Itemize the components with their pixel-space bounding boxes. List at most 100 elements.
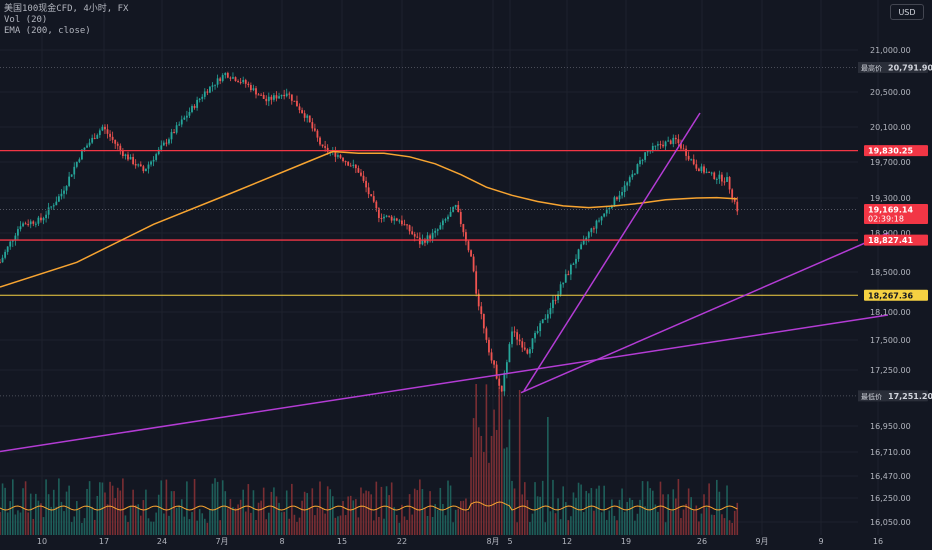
volume-bar — [40, 503, 42, 535]
candle-body — [221, 75, 224, 81]
candle-body — [211, 85, 214, 87]
candle-body — [93, 137, 96, 139]
candle-body — [252, 88, 255, 91]
volume-bar — [68, 485, 70, 535]
candle-body — [493, 360, 495, 365]
candle-body — [659, 144, 662, 146]
volume-bar — [524, 482, 526, 535]
volume-bar — [639, 499, 641, 535]
volume-bar — [721, 514, 723, 535]
volume-indicator-label[interactable]: Vol (20) — [4, 15, 48, 25]
price-axis[interactable]: 21,000.00 20,500.00 20,100.00 19,700.00 19,3… — [870, 46, 911, 527]
volume-bar — [224, 491, 227, 535]
candle-body — [692, 159, 695, 165]
volume-bar — [705, 507, 708, 535]
candle-body — [173, 132, 175, 134]
volume-bar — [388, 495, 390, 535]
volume-bar — [291, 483, 293, 535]
volume-bar — [209, 509, 211, 535]
candle-body — [226, 72, 229, 78]
volume-bar — [365, 490, 367, 535]
price-label-box — [864, 203, 928, 224]
ema-indicator-label[interactable]: EMA (200, close) — [4, 26, 91, 36]
volume-bar — [349, 495, 352, 535]
price-label-value: 17,251.20 — [888, 392, 932, 401]
candle-body — [201, 96, 204, 99]
volume-bar — [60, 501, 63, 535]
volume-bar — [372, 520, 375, 535]
volume-bar — [19, 512, 22, 535]
volume-bar — [204, 518, 206, 535]
volume-bar — [539, 496, 541, 535]
volume-bar — [242, 489, 244, 535]
candle-body — [503, 372, 506, 392]
candle-body — [139, 164, 142, 167]
candle-body — [429, 235, 431, 239]
volume-bar — [22, 488, 24, 535]
candle-body — [142, 166, 145, 172]
candle-body — [124, 154, 127, 156]
candle-body — [209, 86, 211, 93]
candle-body — [508, 344, 511, 363]
candle-body — [416, 236, 419, 238]
candle-body — [255, 88, 257, 95]
candle-body — [541, 319, 544, 324]
candle-body — [500, 385, 503, 392]
volume-bar — [255, 519, 257, 535]
volume-bar — [237, 504, 239, 535]
volume-bar — [723, 518, 726, 535]
volume-bar — [439, 487, 442, 535]
volume-bar — [513, 488, 516, 535]
currency-button[interactable]: USD — [890, 4, 924, 20]
time-tick-label: 9 — [818, 537, 823, 546]
time-axis[interactable]: 10 17 24 7月 8 15 22 8月 5 12 19 26 9月 9 16 — [37, 537, 883, 546]
candle-body — [137, 164, 140, 166]
volume-bar — [178, 505, 180, 535]
volume-bar — [659, 481, 662, 535]
volume-bar — [83, 518, 86, 535]
price-tick-label: 20,100.00 — [870, 123, 911, 132]
candle-body — [170, 132, 173, 140]
candle-body — [193, 106, 196, 108]
volume-bar — [355, 499, 357, 535]
candle-body — [83, 147, 86, 150]
time-tick-label: 7月 — [215, 537, 228, 546]
volume-bar — [55, 506, 58, 535]
time-tick-label: 22 — [397, 537, 407, 546]
candle-body — [682, 148, 685, 150]
candle-body — [132, 156, 135, 164]
candle-body — [109, 133, 111, 137]
volume-bar — [680, 518, 682, 535]
candle-body — [390, 216, 393, 221]
candle-body — [424, 239, 426, 243]
price-label-value: 19,169.14 — [868, 205, 913, 214]
candle-body — [554, 299, 557, 301]
candle-body — [367, 187, 370, 195]
volume-bar — [672, 489, 675, 535]
candle-body — [529, 349, 531, 354]
volume-bar — [421, 489, 424, 535]
candle-body — [426, 235, 429, 243]
volume-bar — [137, 504, 140, 535]
candle-body — [687, 155, 690, 160]
candle-body — [685, 148, 687, 156]
candle-body — [674, 137, 677, 140]
volume-bar — [99, 482, 101, 535]
candle-body — [411, 231, 414, 235]
volume-bar — [257, 502, 260, 535]
volume-bar — [698, 521, 700, 535]
candle-body — [447, 216, 449, 220]
symbol-title[interactable]: 美国100现金CFD, 4小时, FX — [4, 4, 129, 14]
volume-bar — [260, 500, 262, 535]
volume-bar — [367, 491, 370, 535]
candle-body — [577, 249, 580, 259]
trendline — [520, 232, 889, 394]
candle-body — [705, 171, 708, 173]
candle-body — [298, 106, 301, 111]
volume-bar — [283, 511, 285, 535]
volume-bar — [564, 502, 567, 535]
volume-bar — [667, 494, 669, 535]
volume-bar — [337, 516, 339, 535]
volume-bar — [703, 494, 705, 535]
